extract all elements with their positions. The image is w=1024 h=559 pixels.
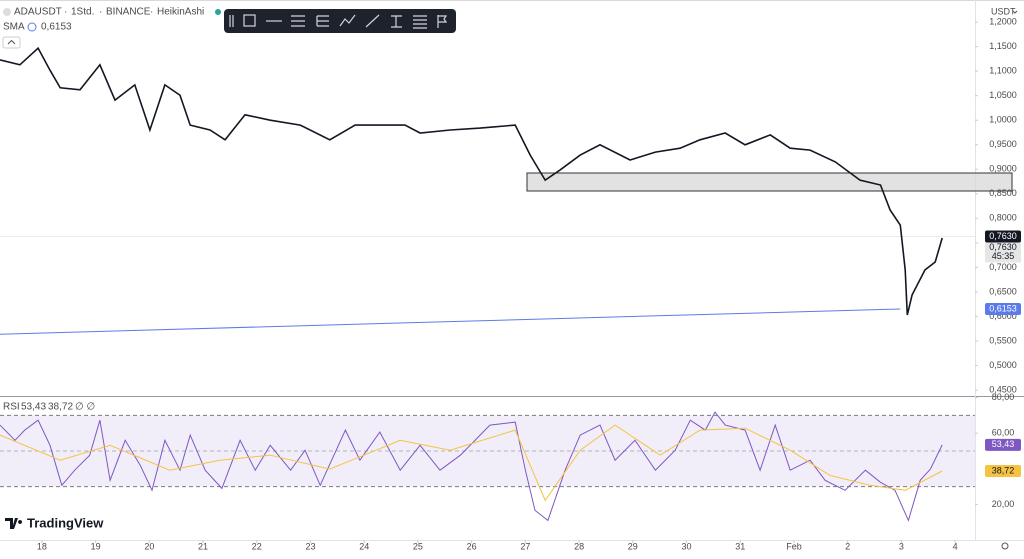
interval: 1Std. [71,7,94,18]
last-price-label: 0,7630 [989,231,1017,241]
collapse-button[interactable] [2,36,21,49]
separator: · [150,7,153,18]
currency[interactable]: USDT [991,6,1016,16]
x-tick-label: 30 [682,541,692,551]
y-tick-label: 0,9000 [989,164,1017,174]
rsi-value: 53,43 [21,402,46,413]
y-tick-label: 80,00 [992,392,1015,402]
x-tick-label: 31 [735,541,745,551]
series-line [0,411,943,522]
y-tick-label: 60,00 [992,428,1015,438]
x-tick-label: 23 [305,541,315,551]
collapse-icon [7,39,16,45]
drawing-toolbar [224,9,456,33]
y-tick-label: 0,5500 [989,335,1017,345]
status-dot [215,9,221,15]
y-tick-label: 0,9500 [989,139,1017,149]
x-tick-label: 26 [467,541,477,551]
y-tick-label: 0,4500 [989,384,1017,394]
y-tick-label: 1,0000 [989,115,1017,125]
x-tick-label: 19 [91,541,101,551]
brand: TradingView [5,515,104,530]
y-tick-label: 0,6000 [989,311,1017,321]
sma-value: 0,6153 [41,22,72,33]
series-line [0,46,943,316]
x-tick-label: 25 [413,541,423,551]
value-tag-label: 38,72 [992,465,1015,475]
last-price-tag [985,230,1021,243]
tool-fib[interactable] [316,15,329,27]
x-tick-label: 2 [845,541,850,551]
tool-ray[interactable] [365,14,380,28]
price-repeat-label: 0,7630 [989,242,1017,252]
tool-lines[interactable] [413,15,427,29]
toolbar-grip [229,15,234,27]
tool-flag[interactable] [437,15,448,28]
tool-path[interactable] [339,14,356,27]
y-tick-label: 0,8000 [989,213,1017,223]
plot-area: 1,2000 1,1500 1,1000 1,0500 1,0000 0,9500 0,90… [0,16,1021,551]
symbol[interactable]: ADAUSDT [14,7,62,18]
countdown-tag [985,242,1021,263]
rsi-extra-icons: ∅ ∅ [75,402,95,413]
value-tag [985,465,1021,478]
legend: ADAUSDT · 1Std. · BINANCE · HeikinAshi S… [2,7,221,413]
value-tag [985,302,1021,315]
separator: · [64,7,67,18]
zone-rectangle[interactable] [526,172,1013,192]
value-tag-label: 0,6153 [989,303,1017,313]
y-tick-label: 1,1000 [989,66,1017,76]
settings-icon[interactable] [1001,542,1009,550]
y-tick-label: 20,00 [992,499,1015,509]
series-line [0,308,901,335]
x-tick-label: 21 [198,541,208,551]
symbol-icon [3,8,11,16]
y-tick-label: 0,6500 [989,286,1017,296]
value-tag [985,438,1021,451]
x-tick-label: 27 [520,541,530,551]
x-tick-label: 29 [628,541,638,551]
separator: · [99,7,102,18]
series-line [0,424,943,502]
brand-name: TradingView [27,515,104,530]
toolbar-bg [224,9,456,33]
y-tick-label: 1,1500 [989,41,1017,51]
x-tick-label: 18 [37,541,47,551]
sma-name[interactable]: SMA [3,22,25,33]
rsi-name[interactable]: RSI [3,402,20,413]
exchange: BINANCE [106,7,151,18]
tool-rectangle[interactable] [243,14,256,27]
value-tag-label: 53,43 [992,439,1015,449]
x-tick-label: 3 [899,541,904,551]
x-tick-label: 24 [359,541,369,551]
x-tick-label: Feb [786,541,802,551]
sma-icon [27,22,37,32]
y-tick-label: 0,8500 [989,188,1017,198]
tool-text[interactable] [391,15,402,28]
x-tick-label: 28 [574,541,584,551]
y-tick-label: 0,5000 [989,360,1017,370]
currency-caret [1012,10,1018,14]
chart-style: HeikinAshi [157,7,204,18]
countdown-label: 45:35 [992,251,1015,261]
brand-logo [5,518,23,529]
x-tick-label: 4 [953,541,958,551]
rsi-ma-value: 38,72 [48,402,73,413]
y-tick-label: 1,0500 [989,90,1017,100]
x-tick-label: 20 [144,541,154,551]
tool-parallel[interactable] [291,15,305,27]
y-tick-label: 1,2000 [989,16,1017,26]
y-tick-label: 0,7000 [989,262,1017,272]
x-tick-label: 22 [252,541,262,551]
